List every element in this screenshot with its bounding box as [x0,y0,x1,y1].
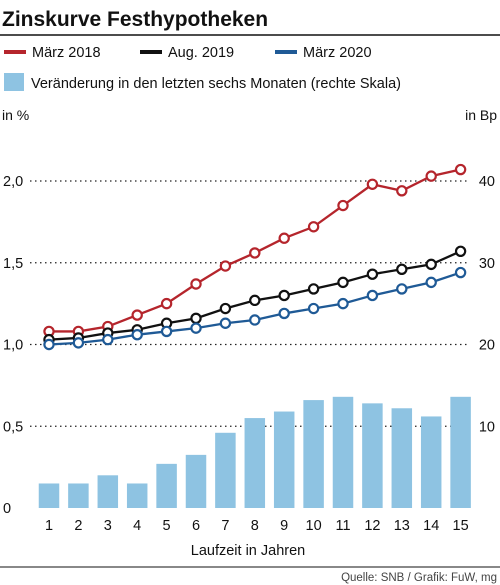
series-lines [43,163,467,351]
x-tick-label: 14 [423,518,439,534]
y-tick-label-right: 30 [479,256,495,272]
data-point [190,278,202,290]
data-point [366,289,379,302]
legend-label: Aug. 2019 [168,45,234,61]
data-point [278,307,290,320]
data-point [249,247,261,259]
bar [273,411,295,508]
series [43,266,467,351]
x-axis-label: Laufzeit in Jahren [191,543,305,559]
data-point [131,328,143,341]
bar [303,400,324,508]
y-tick-label-left: 1,0 [3,338,23,354]
data-point [425,258,437,271]
data-point [249,294,261,307]
bar [97,475,119,508]
bar [156,463,177,508]
x-tick-label: 4 [133,518,141,534]
bar [362,403,383,508]
data-point [425,276,437,289]
data-point [131,309,143,321]
gridlines [30,180,470,427]
data-point [454,245,467,258]
data-point [72,337,85,349]
bar [185,454,207,508]
legend-swatch [4,73,24,91]
x-tick-label: 13 [394,518,410,534]
bar [38,483,60,508]
data-point [396,185,408,197]
data-point [219,317,232,329]
series [43,245,467,346]
legend-label: Veränderung in den letzten sechs Monaten… [31,76,401,92]
legend-label: März 2020 [303,45,372,61]
y-tick-label-left: 1,5 [3,256,23,272]
y-tick-label-right: 10 [479,419,495,435]
bar [244,418,266,508]
data-point [337,297,349,310]
x-tick-label: 8 [251,518,259,534]
bar [332,396,354,508]
y-tick-label-left: 0,5 [3,419,23,435]
data-point [366,268,379,280]
chart-title: Zinskurve Festhypotheken [2,8,268,31]
data-point [454,163,467,176]
right-tick-labels: 10 20 30 40 [479,174,495,435]
right-axis-unit: in Bp [465,107,497,123]
data-point [102,333,114,346]
data-point [190,322,202,334]
x-tick-label: 2 [74,518,82,534]
data-point [307,302,320,315]
data-point [249,314,261,326]
data-point [278,289,290,302]
data-point [160,325,173,338]
data-point [43,338,55,351]
y-tick-label-left: 2,0 [3,174,23,190]
series [43,163,467,338]
x-tick-label: 11 [335,518,350,534]
data-point [337,276,349,289]
x-tick-label: 9 [280,518,288,534]
data-point [190,312,202,325]
x-tick-label: 12 [364,518,380,534]
bar [450,396,471,508]
left-tick-labels: 0 0,5 1,0 1,5 2,0 [3,174,23,517]
bar [391,408,413,508]
x-tick-label: 1 [45,518,53,534]
y-tick-label-left: 0 [3,501,11,517]
data-point [160,297,173,310]
data-point [219,260,232,272]
left-axis-unit: in % [2,107,29,123]
data-point [307,221,320,233]
source-note: Quelle: SNB / Grafik: FuW, mg [341,572,497,584]
bar [420,416,442,508]
x-tick-label: 10 [306,518,322,534]
data-point [454,266,467,279]
x-tick-label: 7 [221,518,229,534]
legend: März 2018 Aug. 2019 März 2020 Veränderung i… [4,45,401,92]
y-tick-label-right: 20 [479,338,495,354]
data-point [366,178,379,190]
bar [68,483,89,508]
bar [126,483,148,508]
x-tick-label: 5 [163,518,171,534]
legend-label: März 2018 [32,45,101,61]
x-tick-label: 15 [453,518,469,534]
bars [38,396,471,508]
bar [215,432,236,508]
x-tick-label: 6 [192,518,200,534]
data-point [337,199,349,212]
data-point [307,283,320,295]
data-point [278,232,290,244]
data-point [219,302,232,315]
x-tick-labels: 1 2 3 4 5 6 7 8 9 10 11 12 13 14 15 [45,518,469,534]
y-tick-label-right: 40 [479,174,495,190]
data-point [396,263,408,275]
x-tick-label: 3 [104,518,112,534]
data-point [425,170,437,182]
data-point [396,283,408,295]
